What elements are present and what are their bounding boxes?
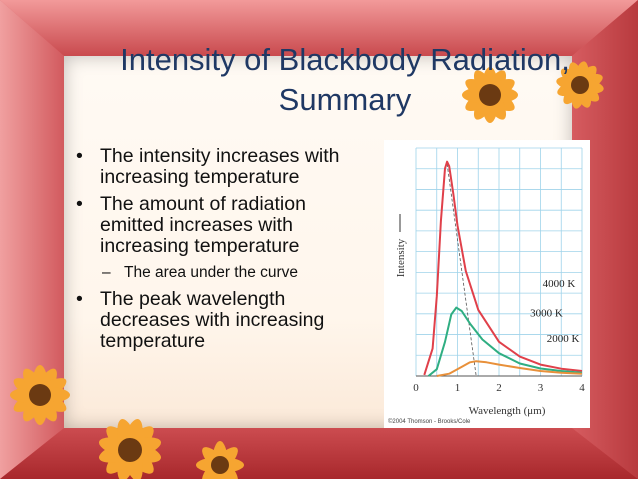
blackbody-chart: 0 1 2 3 4 Wavelength (μm) Intensity 4000 K 3000 … [384,140,590,428]
title-line-1: Intensity of Blackbody Radiation, [120,42,570,77]
slide-title: Intensity of Blackbody Radiation, Summar… [60,40,630,120]
series-curve-4000k [423,160,583,376]
series-curve-3000k [427,306,583,377]
x-tick-label: 2 [496,382,502,394]
bullet-item: The amount of radiation emitted increase… [72,194,372,257]
bullet-list: The intensity increases with increasing … [72,146,372,358]
chart-labels: 0 1 2 3 4 Wavelength (μm) Intensity 4000 K 3000 … [388,214,585,425]
bullet-item: The intensity increases with increasing … [72,146,372,188]
x-tick-label: 3 [538,382,544,394]
x-tick-label: 1 [455,382,461,394]
y-axis-label: Intensity [395,238,407,277]
series-label: 4000 K [543,278,576,290]
bullet-item: The peak wavelength decreases with incre… [72,289,372,352]
x-axis-label: Wavelength (μm) [469,405,546,417]
series-label: 2000 K [547,333,580,345]
chart-axes [416,163,582,377]
title-line-2: Summary [278,82,412,117]
series-label: 3000 K [530,308,563,320]
chart-credit: ©2004 Thomson - Brooks/Cole [388,418,471,425]
series-curve-2000k [436,360,583,377]
x-tick-label: 4 [579,382,585,394]
sub-bullet-item: The area under the curve [72,263,372,283]
flower-decoration-bottom-left [10,365,244,479]
peak-shift-dashed-line [446,163,477,377]
chart-series [423,160,583,377]
x-tick-label: 0 [413,382,419,394]
flower-decoration-top-right [462,61,604,123]
